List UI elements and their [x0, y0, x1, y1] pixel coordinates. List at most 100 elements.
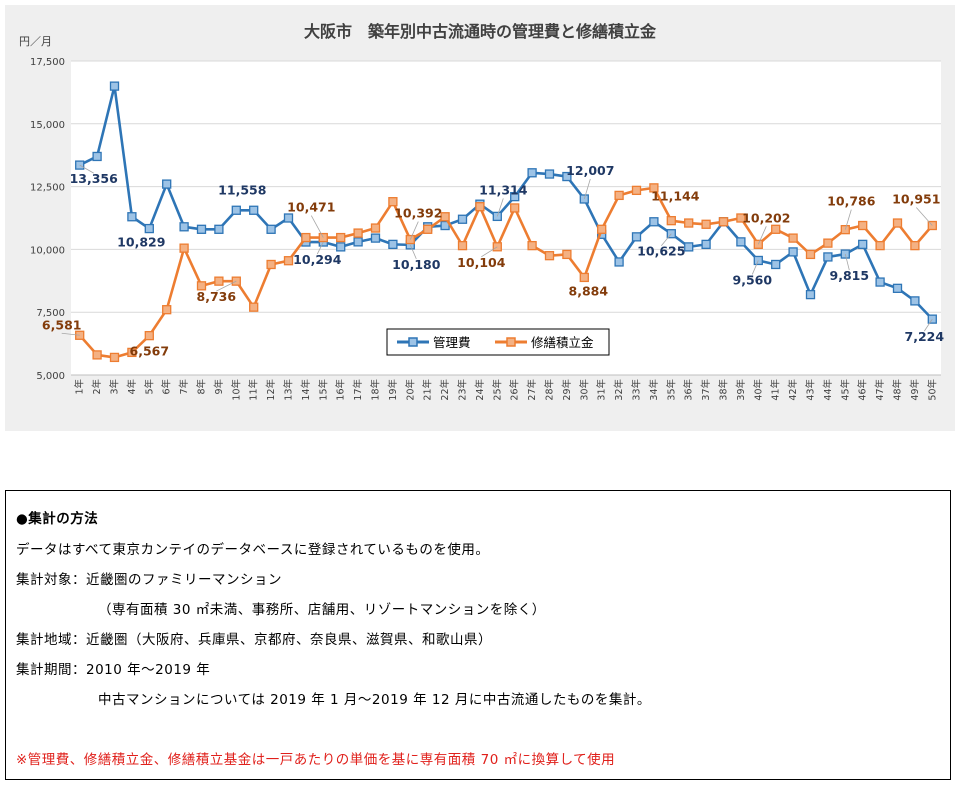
point-repair	[423, 224, 433, 234]
data-label-mgmt: 10,180	[392, 257, 441, 272]
point-mgmt	[388, 239, 398, 250]
point-repair	[736, 213, 746, 223]
point-repair	[788, 233, 798, 243]
x-tick-label: 18年	[370, 379, 382, 401]
data-label-mgmt: 9,815	[830, 268, 870, 283]
point-mgmt	[214, 224, 224, 234]
point-repair	[353, 228, 363, 238]
label-leader-line	[844, 253, 850, 271]
point-repair	[771, 224, 781, 234]
data-label-repair: 10,471	[287, 200, 335, 215]
series-layer	[75, 81, 937, 363]
x-tick-label: 37年	[700, 379, 712, 401]
y-axis-ticks: 5,000 7,500 10,000 12,500 15,000 17,500	[30, 57, 65, 382]
x-tick-label: 13年	[283, 379, 295, 401]
point-repair	[196, 281, 207, 291]
method-line-period: 集計期間：2010 年～2019 年	[16, 662, 211, 678]
x-tick-label: 21年	[422, 379, 434, 401]
point-mgmt	[527, 168, 537, 178]
legend-label-repair: 修繕積立金	[531, 335, 594, 350]
point-mgmt	[231, 205, 241, 215]
label-leader-line	[757, 226, 767, 245]
x-tick-label: 16年	[335, 379, 347, 401]
method-line-data-source: データはすべて東京カンテイのデータベースに登録されているものを使用。	[16, 542, 490, 558]
point-mgmt	[840, 249, 850, 259]
x-tick-label: 43年	[805, 379, 817, 401]
point-mgmt	[910, 296, 920, 306]
data-label-mgmt: 10,294	[293, 252, 342, 267]
y-unit-label: 円／月	[19, 35, 52, 48]
data-label-repair: 8,736	[197, 289, 237, 304]
x-tick-label: 33年	[631, 379, 643, 401]
point-repair	[858, 220, 868, 231]
legend-label-mgmt: 管理費	[433, 335, 471, 350]
data-label-repair: 10,392	[394, 206, 442, 221]
point-repair	[475, 202, 485, 212]
data-label-repair: 11,144	[651, 189, 700, 204]
label-leader-line	[79, 164, 94, 174]
x-tick-label: 3年	[109, 379, 121, 395]
x-tick-label: 49年	[909, 379, 921, 401]
x-tick-label: 26年	[509, 379, 521, 401]
plot-area	[71, 61, 941, 375]
point-repair	[666, 216, 676, 226]
point-repair	[718, 217, 729, 227]
point-mgmt	[562, 171, 572, 182]
x-tick-label: 17年	[352, 379, 364, 401]
point-repair	[92, 350, 102, 360]
method-line-used-period: 中古マンションについては 2019 年 1 月～2019 年 12 月に中古流通…	[98, 692, 651, 708]
x-axis-ticks: 1年 2年 3年 4年 5年 6年 7年 8年 9年 10年 11年 12年 13年 14年 15年 16年 1…	[74, 379, 939, 401]
x-tick-label: 7年	[178, 379, 190, 395]
point-repair	[144, 330, 154, 341]
point-mgmt	[858, 239, 868, 250]
point-mgmt	[805, 289, 816, 300]
point-mgmt	[875, 277, 885, 287]
y-tick-label: 15,000	[30, 120, 65, 131]
point-repair	[527, 240, 537, 251]
x-tick-label: 1年	[74, 379, 86, 395]
point-mgmt	[457, 214, 468, 224]
y-tick-label: 7,500	[36, 308, 65, 319]
point-repair	[597, 224, 607, 234]
point-mgmt	[266, 224, 276, 234]
point-repair	[823, 238, 833, 248]
point-repair	[510, 203, 520, 213]
x-tick-label: 24年	[474, 379, 486, 401]
point-repair	[701, 219, 711, 229]
x-tick-label: 20年	[404, 379, 416, 401]
point-mgmt	[127, 212, 137, 222]
point-mgmt	[892, 283, 903, 293]
data-label-mgmt: 7,224	[905, 329, 945, 344]
point-repair	[336, 232, 346, 243]
point-repair	[892, 218, 903, 228]
data-label-mgmt: 11,558	[218, 182, 266, 197]
point-repair	[266, 259, 276, 270]
x-tick-label: 19年	[387, 379, 399, 401]
data-label-mgmt: 13,356	[70, 171, 119, 186]
label-leader-line	[844, 209, 852, 230]
x-tick-label: 32年	[613, 379, 625, 401]
data-label-repair: 10,104	[457, 255, 506, 270]
x-tick-label: 25年	[491, 379, 503, 401]
x-tick-label: 36年	[683, 379, 695, 401]
point-repair	[579, 272, 589, 283]
data-label-mgmt: 12,007	[566, 163, 614, 178]
legend-marker-mgmt	[408, 337, 418, 347]
point-repair	[109, 352, 120, 363]
point-mgmt	[196, 224, 207, 234]
point-repair	[649, 183, 659, 193]
label-leader-line	[660, 233, 672, 246]
point-repair	[283, 256, 294, 266]
data-label-repair: 6,567	[130, 344, 170, 359]
label-leader-line	[316, 241, 324, 255]
data-labels: 13,356 10,829 11,558 10,294 10,180 11,314 12,0…	[42, 163, 944, 359]
method-box: ●集計の方法 データはすべて東京カンテイのデータベースに登録されているものを使用…	[5, 490, 951, 780]
x-tick-label: 39年	[735, 379, 747, 401]
point-mgmt	[370, 233, 381, 243]
x-tick-label: 23年	[457, 379, 469, 401]
point-mgmt	[510, 191, 520, 202]
label-leader-line	[751, 260, 759, 275]
point-mgmt	[144, 223, 154, 234]
point-mgmt	[631, 232, 642, 242]
data-label-mgmt: 10,829	[117, 235, 165, 250]
